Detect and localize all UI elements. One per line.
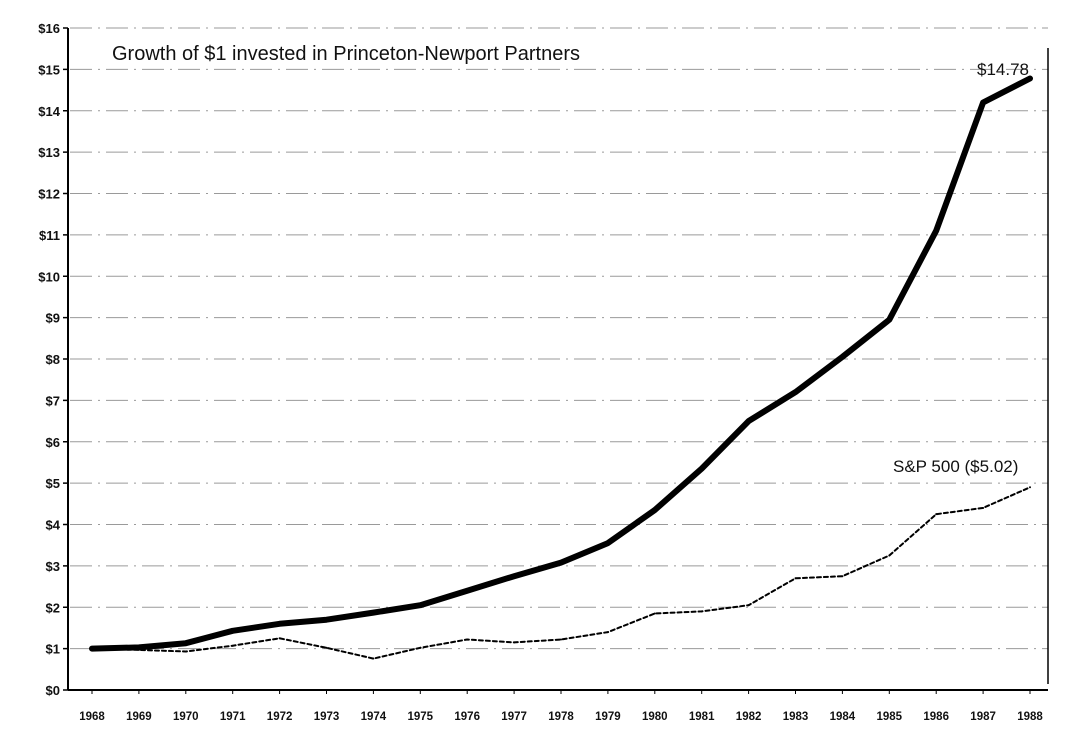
pnp-data-point xyxy=(136,644,142,650)
y-tick-label: $13 xyxy=(38,145,60,160)
x-tick-label: 1973 xyxy=(314,711,340,723)
sp500-end-label: S&P 500 ($5.02) xyxy=(893,457,1018,476)
x-tick-label: 1979 xyxy=(595,711,621,723)
x-tick-label: 1988 xyxy=(1017,711,1043,723)
sp500-data-point xyxy=(419,646,422,649)
pnp-data-point xyxy=(793,389,798,395)
sp500-data-point xyxy=(184,650,187,653)
pnp-data-point xyxy=(417,602,423,608)
pnp-data-point xyxy=(699,466,705,472)
x-tick-label: 1980 xyxy=(642,711,668,723)
sp500-data-point xyxy=(466,638,469,641)
sp500-data-point xyxy=(372,657,375,660)
pnp-data-point xyxy=(370,610,376,616)
y-tick-label: $0 xyxy=(46,683,60,698)
pnp-data-point xyxy=(933,228,939,234)
y-tick-label: $14 xyxy=(38,104,60,119)
gridlines xyxy=(70,27,1048,650)
y-tick-label: $6 xyxy=(46,435,60,450)
sp500-data-point xyxy=(231,644,234,647)
sp500-data-point xyxy=(982,506,985,509)
pnp-data-point xyxy=(980,99,986,105)
pnp-data-point xyxy=(746,418,752,424)
pnp-data-point xyxy=(464,588,470,594)
sp500-data-point xyxy=(91,647,93,650)
sp500-data-point xyxy=(700,610,703,613)
sp500-data-point xyxy=(325,646,328,649)
y-tick-label: $15 xyxy=(38,62,60,77)
pnp-end-label: $14.78 xyxy=(977,60,1029,79)
x-tick-label: 1977 xyxy=(501,711,527,723)
sp500-data-point xyxy=(935,513,938,516)
y-tick-label: $12 xyxy=(38,187,60,202)
x-tick-label: 1978 xyxy=(548,711,574,723)
x-tick-label: 1984 xyxy=(830,711,856,723)
x-tick-label: 1983 xyxy=(783,711,809,723)
y-tick-label: $8 xyxy=(46,352,60,367)
sp500-data-point xyxy=(606,631,609,634)
pnp-data-point xyxy=(839,354,845,360)
x-axis-ticks: 1968 1969 1970 1971 1972 1973 1974 1975 1976 1977… xyxy=(79,690,1043,723)
sp500-series-line xyxy=(91,486,1031,660)
x-tick-label: 1985 xyxy=(877,711,903,723)
x-tick-label: 1981 xyxy=(689,711,715,723)
y-axis-ticks: $0 $1 $2 $3 $4 $5 $6 $7 $8 $9 $10 $11 $12 $13 $14 $15 $1… xyxy=(38,21,68,698)
sp500-data-point xyxy=(653,612,656,615)
y-tick-label: $11 xyxy=(39,228,60,243)
series-lines xyxy=(89,75,1033,660)
y-tick-label: $9 xyxy=(46,311,60,326)
x-tick-label: 1972 xyxy=(267,711,293,723)
x-tick-label: 1968 xyxy=(79,711,105,723)
x-tick-label: 1986 xyxy=(923,711,949,723)
sp500-data-point xyxy=(137,648,140,651)
pnp-data-point xyxy=(605,540,611,546)
sp500-data-point xyxy=(888,554,891,557)
sp500-data-point xyxy=(1029,486,1031,489)
sp500-data-point xyxy=(841,575,844,578)
pnp-data-point xyxy=(558,560,564,566)
x-tick-label: 1969 xyxy=(126,711,152,723)
pnp-data-point xyxy=(277,621,283,627)
x-tick-label: 1976 xyxy=(454,711,480,723)
pnp-data-point xyxy=(183,640,189,646)
x-tick-label: 1974 xyxy=(361,711,387,723)
x-tick-label: 1970 xyxy=(173,711,199,723)
y-tick-label: $10 xyxy=(38,269,60,284)
x-tick-label: 1971 xyxy=(220,711,246,723)
sp500-data-point xyxy=(278,637,281,640)
pnp-data-point xyxy=(511,573,517,579)
chart-title: Growth of $1 invested in Princeton-Newpo… xyxy=(112,43,580,65)
pnp-data-point xyxy=(1027,75,1033,81)
pnp-data-point xyxy=(324,617,329,623)
sp500-data-point xyxy=(513,641,516,644)
sp500-data-point xyxy=(794,577,797,580)
pnp-data-point xyxy=(886,317,892,323)
y-tick-label: $2 xyxy=(46,600,60,615)
y-tick-label: $7 xyxy=(46,393,60,408)
x-tick-label: 1975 xyxy=(408,711,434,723)
y-tick-label: $1 xyxy=(46,642,60,657)
pnp-data-point xyxy=(652,507,658,513)
y-tick-label: $3 xyxy=(46,559,60,574)
y-tick-label: $4 xyxy=(46,518,61,533)
y-tick-label: $16 xyxy=(38,21,60,36)
sp500-data-point xyxy=(747,604,750,607)
sp500-data-point xyxy=(560,638,562,641)
x-tick-label: 1982 xyxy=(736,711,762,723)
x-tick-label: 1987 xyxy=(970,711,996,723)
y-tick-label: $5 xyxy=(46,476,60,491)
pnp-data-point xyxy=(230,628,236,634)
